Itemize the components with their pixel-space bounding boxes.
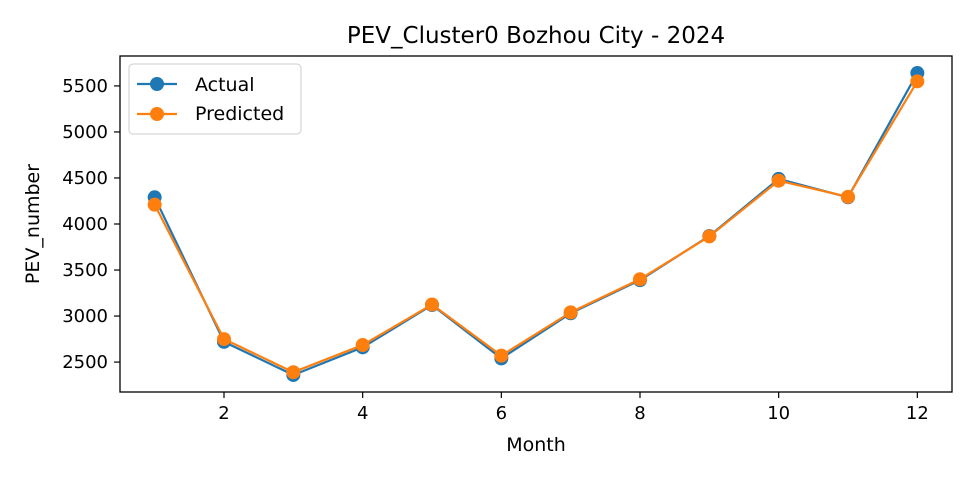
y-tick-label: 5500 — [62, 76, 108, 97]
y-tick-label: 4500 — [62, 168, 108, 189]
series-line-actual — [153, 72, 919, 377]
data-point-predicted — [425, 297, 439, 312]
y-tick-label: 5000 — [62, 122, 108, 143]
legend-frame — [128, 63, 302, 135]
data-point-predicted — [910, 74, 925, 89]
legend-marker-actual — [150, 77, 164, 91]
y-tick-label: 4000 — [62, 214, 108, 235]
x-tick-label: 8 — [634, 403, 645, 424]
y-tick-label: 3000 — [62, 306, 108, 327]
data-point-predicted — [355, 338, 370, 353]
legend-label-actual: Actual — [195, 74, 255, 96]
y-tick-label: 2500 — [62, 352, 108, 373]
data-point-predicted — [633, 272, 647, 287]
series-layer — [147, 66, 925, 382]
legend-label-predicted: Predicted — [195, 103, 284, 125]
data-point-predicted — [702, 229, 717, 244]
x-tick-label: 2 — [218, 403, 229, 424]
y-axis-label: PEV_number — [22, 164, 44, 284]
data-point-predicted — [494, 348, 509, 363]
data-point-predicted — [147, 197, 162, 212]
data-point-predicted — [286, 365, 301, 380]
legend-marker-predicted — [150, 107, 164, 121]
x-tick-label: 12 — [906, 403, 929, 424]
data-point-predicted — [771, 173, 786, 188]
y-tick-label: 3500 — [62, 260, 108, 281]
legend: Actual Predicted — [128, 63, 302, 135]
x-axis: 2 4 6 8 10 12 — [218, 392, 929, 424]
x-tick-label: 4 — [357, 403, 368, 424]
series-line-predicted — [153, 80, 919, 374]
x-axis-label: Month — [506, 434, 566, 456]
data-point-predicted — [841, 189, 855, 204]
x-tick-label: 10 — [767, 403, 790, 424]
x-tick-label: 6 — [496, 403, 507, 424]
data-point-predicted — [563, 305, 578, 320]
data-point-predicted — [217, 332, 231, 347]
y-axis: 2500 3000 3500 4000 4500 5000 5500 — [62, 76, 120, 373]
chart-title: PEV_Cluster0 Bozhou City - 2024 — [347, 23, 725, 49]
